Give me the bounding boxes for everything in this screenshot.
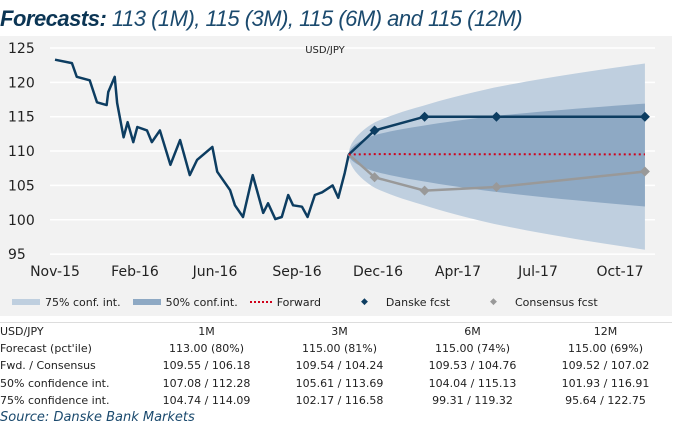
legend: 75% conf. int. 50% conf.int. Forward ◆ Da… xyxy=(0,288,672,316)
cell: 75% confidence int. xyxy=(0,393,110,407)
cell: 113.00 (80%) xyxy=(168,342,245,356)
y-tick-label: 120 xyxy=(8,75,35,91)
header-cell: 6M xyxy=(464,325,481,339)
y-tick-label: 115 xyxy=(8,110,35,126)
x-tick-label: Nov-15 xyxy=(30,264,80,280)
x-tick-label: Dec-16 xyxy=(353,264,403,280)
danske-point xyxy=(369,125,380,136)
title-bold: Forecasts: xyxy=(0,6,107,31)
chart-title-label: USD/JPY xyxy=(305,45,345,56)
legend-band75: 75% conf. int. xyxy=(12,296,121,309)
cell: 50% confidence int. xyxy=(0,376,110,390)
legend-label: Consensus fcst xyxy=(514,295,598,309)
legend-label: Danske fcst xyxy=(385,295,451,309)
header-cell: 1M xyxy=(198,325,215,339)
table-row: 50% confidence int. 107.08 / 112.28 105.61… xyxy=(0,375,672,392)
cell: 101.93 / 116.91 xyxy=(561,376,650,390)
table-row: 75% confidence int. 104.74 / 114.09 102.17… xyxy=(0,392,672,409)
table-row: Forecast (pct'ile) 113.00 (80%) 115.00 (81… xyxy=(0,340,672,357)
danske-point xyxy=(639,111,650,122)
legend-danske: ◆ Danske fcst xyxy=(361,296,450,309)
x-tick-label: Oct-17 xyxy=(596,264,643,280)
chart-panel: 95 100 105 110 115 120 125 Nov-15 Feb-16 Jun-16 Se… xyxy=(0,36,672,316)
chart-title: Forecasts: 113 (1M), 115 (3M), 115 (6M) … xyxy=(0,6,523,32)
band75-swatch xyxy=(12,299,40,305)
danske-point xyxy=(491,111,502,122)
cell: 104.04 / 115.13 xyxy=(428,376,517,390)
consensus-point xyxy=(419,185,430,196)
x-tick-label: Jul-17 xyxy=(517,264,558,280)
cell: 105.61 / 113.69 xyxy=(295,376,384,390)
cell: 115.00 (81%) xyxy=(301,342,378,356)
x-tick-label: Jun-16 xyxy=(192,264,238,280)
danske-point xyxy=(419,111,430,122)
forecast-table: USD/JPY 1M 3M 6M 12M Forecast (pct'ile) 1… xyxy=(0,322,672,409)
history-line xyxy=(54,58,350,221)
table-row: Fwd. / Consensus 109.55 / 106.18 109.54 / … xyxy=(0,357,672,374)
x-tick-label: Feb-16 xyxy=(111,264,159,280)
legend-forward: Forward xyxy=(249,295,321,309)
cell: 109.53 / 104.76 xyxy=(428,359,517,373)
cell: 107.08 / 112.28 xyxy=(162,376,251,390)
title-rest: 113 (1M), 115 (3M), 115 (6M) and 115 (12… xyxy=(106,6,523,31)
cell: 95.64 / 122.75 xyxy=(565,393,646,407)
cell: Fwd. / Consensus xyxy=(0,359,96,373)
cell: 109.55 / 106.18 xyxy=(162,359,251,373)
cell: 109.52 / 107.02 xyxy=(561,359,650,373)
y-tick-label: 105 xyxy=(8,178,35,194)
x-tick-label: Apr-17 xyxy=(435,264,481,280)
header-cell: 3M xyxy=(331,325,348,339)
y-tick-label: 95 xyxy=(8,247,26,263)
diamond-icon: ◆ xyxy=(490,297,497,307)
band50-swatch xyxy=(132,299,161,305)
consensus-point xyxy=(491,182,502,193)
legend-label: 50% conf.int. xyxy=(165,295,238,309)
usdjpy-chart: 95 100 105 110 115 120 125 Nov-15 Feb-16 Jun-16 Se… xyxy=(8,41,655,280)
band-50 xyxy=(348,103,645,207)
header-cell: 12M xyxy=(593,325,618,339)
cell: 115.00 (74%) xyxy=(434,342,511,356)
consensus-point xyxy=(639,166,650,177)
legend-consensus: ◆ Consensus fcst xyxy=(490,296,598,309)
forward-swatch xyxy=(249,301,272,303)
table-header: USD/JPY 1M 3M 6M 12M xyxy=(0,323,672,340)
cell: 104.74 / 114.09 xyxy=(162,393,251,407)
cell: 115.00 (69%) xyxy=(567,342,644,356)
diamond-icon: ◆ xyxy=(360,297,368,307)
header-cell: USD/JPY xyxy=(0,325,44,339)
y-tick-label: 125 xyxy=(8,41,35,57)
cell: 99.31 / 119.32 xyxy=(432,393,513,407)
cell: 102.17 / 116.58 xyxy=(295,393,384,407)
consensus-point xyxy=(369,172,380,183)
y-tick-label: 100 xyxy=(8,213,35,229)
legend-band50: 50% conf.int. xyxy=(132,295,238,309)
cell: Forecast (pct'ile) xyxy=(0,342,92,356)
cell: 109.54 / 104.24 xyxy=(295,359,384,373)
legend-label: Forward xyxy=(276,295,321,309)
source-note: Source: Danske Bank Markets xyxy=(0,410,195,425)
y-tick-label: 110 xyxy=(8,144,35,160)
legend-label: 75% conf. int. xyxy=(45,295,121,309)
x-tick-label: Sep-16 xyxy=(272,264,321,280)
